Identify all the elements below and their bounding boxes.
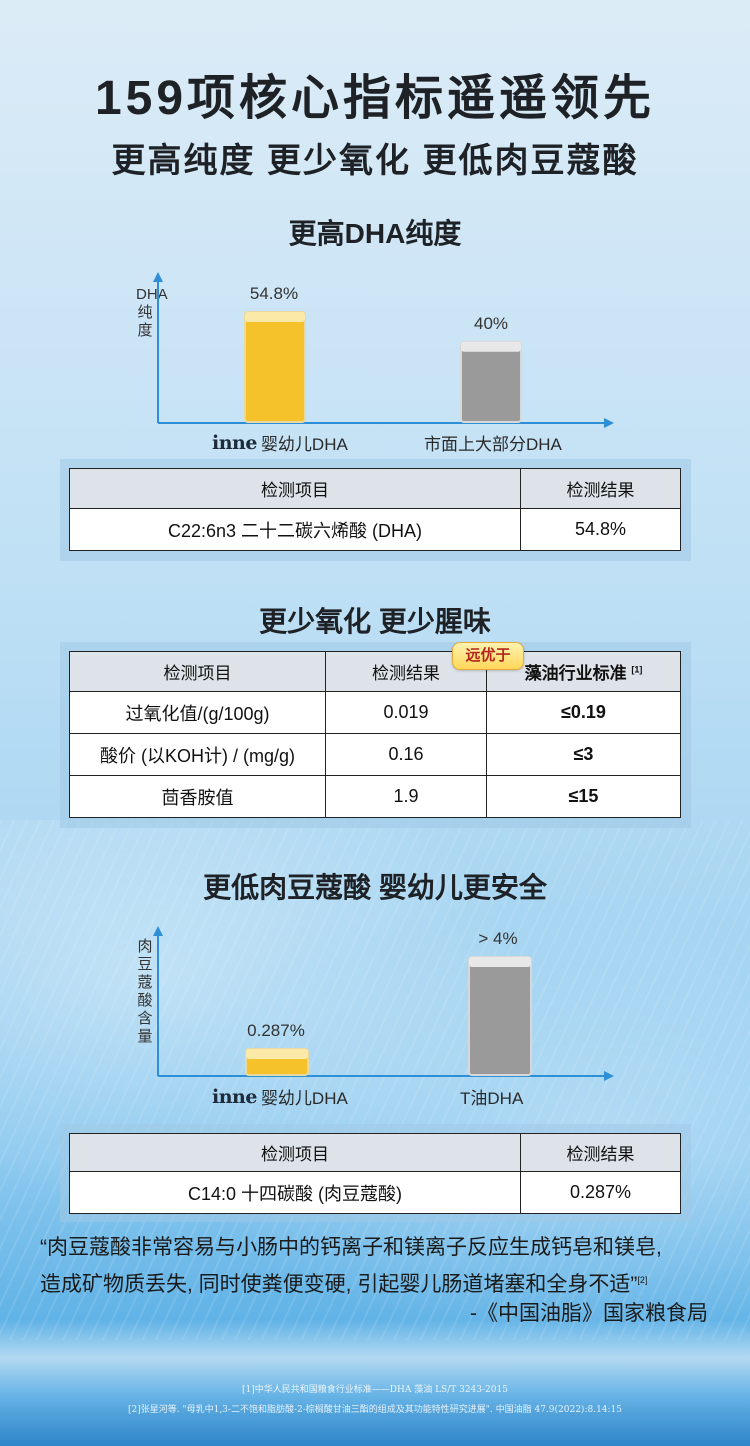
oxidation-cell-result: 0.019 [325,691,487,734]
purity-category-market: 市面上大部分DHA [424,435,562,454]
quote-line-1: “肉豆蔻酸非常容易与小肠中的钙离子和镁离子反应生成钙皂和镁皂, [40,1236,662,1259]
myristic-y-axis-arrow [153,926,163,936]
myristic-category-t-oil: T油DHA [460,1089,524,1108]
purity-bar-value-market: 40% [473,313,509,333]
oxidation-table: 检测项目 检测结果 藻油行业标准 [1] 过氧化值/(g/100g) 0.019… [69,651,681,818]
oxidation-cell-standard: ≤15 [486,775,681,818]
purity-table-header-result: 检测结果 [520,468,681,509]
myristic-y-axis-label: 肉豆蔻酸含量 [137,938,153,1045]
purity-bar-cap-0 [245,312,305,322]
myristic-table-header-item: 检测项目 [69,1133,521,1172]
oxidation-table-header-standard: 藻油行业标准 [1] [486,651,681,692]
far-better-badge: 远优于 [452,642,524,670]
footnote-2: [2]张星河等. "母乳中1,3-二不饱和脂肪酸-2-棕榈酸甘油三酯的组成及其功… [127,1405,623,1415]
myristic-bar-1 [468,956,532,1076]
oxidation-table-header-standard-label: 藻油行业标准 [524,664,627,683]
purity-table-cell-item: C22:6n3 二十二碳六烯酸 (DHA) [69,508,521,551]
purity-x-label-inne: inne 婴幼儿DHA [212,430,348,455]
myristic-table-cell-item: C14:0 十四碳酸 (肉豆蔻酸) [69,1171,521,1214]
oxidation-cell-item: 过氧化值/(g/100g) [69,691,326,734]
oxidation-cell-standard: ≤3 [486,733,681,776]
footnote-1: [1]中华人民共和国粮食行业标准——DHA 藻油 LS/T 3243-2015 [242,1385,508,1395]
quote-line-2: 造成矿物质丢失, 同时使粪便变硬, 引起婴儿肠道堵塞和全身不适”[2] [40,1264,720,1301]
section-title-purity: 更高DHA纯度 [288,218,462,249]
inne-brand-logo: inne [212,431,257,454]
myristic-table-cell-result: 0.287% [520,1171,681,1214]
table-row: C14:0 十四碳酸 (肉豆蔻酸) 0.287% [69,1171,681,1214]
page-title: 159项核心指标遥遥领先 [94,72,656,125]
purity-x-axis-arrow [604,418,614,428]
reference-1: [1] [631,664,643,675]
myristic-table: 检测项目 检测结果 C14:0 十四碳酸 (肉豆蔻酸) 0.287% [69,1133,681,1214]
purity-table: 检测项目 检测结果 C22:6n3 二十二碳六烯酸 (DHA) 54.8% [69,468,681,551]
quote-line-2-text: 造成矿物质丢失, 同时使粪便变硬, 引起婴儿肠道堵塞和全身不适” [40,1273,638,1296]
purity-x-label-market: 市面上大部分DHA [424,430,562,455]
reference-2: [2] [637,1275,648,1285]
myristic-bar-cap-0 [246,1049,308,1059]
myristic-table-header-result: 检测结果 [520,1133,681,1172]
purity-table-header-item: 检测项目 [69,468,521,509]
myristic-x-label-inne: inne 婴幼儿DHA [212,1084,348,1109]
myristic-bar-value-t-oil: > 4% [478,929,518,948]
inne-brand-logo: inne [212,1085,257,1108]
purity-y-axis-arrow [153,272,163,282]
table-row: C22:6n3 二十二碳六烯酸 (DHA) 54.8% [69,508,681,551]
purity-table-cell-result: 54.8% [520,508,681,551]
section-title-myristic: 更低肉豆蔻酸 婴幼儿更安全 [203,872,547,903]
myristic-x-label-t-oil: T油DHA [460,1084,523,1109]
table-row: 茴香胺值 1.9 ≤15 [69,775,681,818]
myristic-x-axis-arrow [604,1071,614,1081]
purity-bar-value-inne: 54.8% [249,284,299,303]
myristic-bar-cap-1 [469,957,531,967]
myristic-bar-value-inne: 0.287% [247,1021,305,1040]
oxidation-table-header-item: 检测项目 [69,651,326,692]
quote-source: -《中国油脂》国家粮食局 [470,1302,708,1325]
table-row: 酸价 (以KOH计) / (mg/g) 0.16 ≤3 [69,733,681,776]
myristic-category-inne: 婴幼儿DHA [260,1089,348,1108]
section-title-oxidation: 更少氧化 更少腥味 [259,606,491,637]
table-row: 过氧化值/(g/100g) 0.019 ≤0.19 [69,691,681,734]
oxidation-cell-result: 1.9 [325,775,487,818]
oxidation-cell-item: 茴香胺值 [69,775,326,818]
purity-category-inne: 婴幼儿DHA [260,435,348,454]
page-subtitle: 更高纯度 更少氧化 更低肉豆蔻酸 [111,142,639,180]
purity-bar-cap-1 [461,341,521,352]
